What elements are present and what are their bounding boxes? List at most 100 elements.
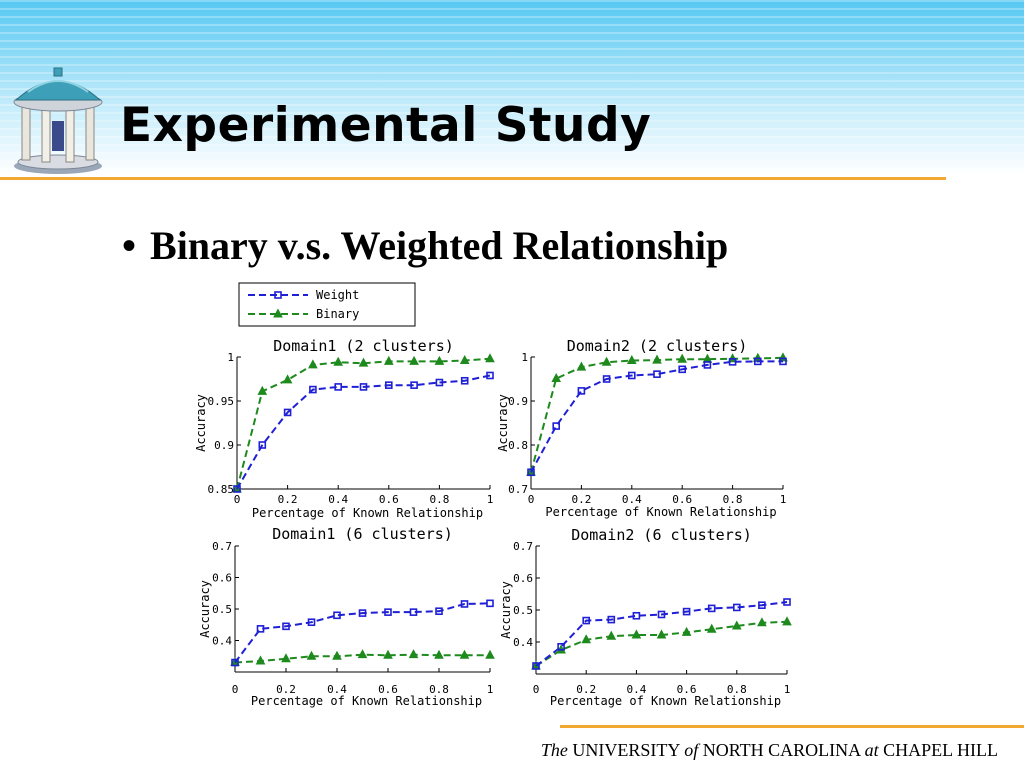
footer-divider: [560, 725, 1024, 728]
data-point-binary: [551, 372, 562, 383]
title-divider: [0, 177, 946, 180]
chart-1: Domain1 (2 clusters) 0 0.2 0.4 0.6 0.8 1 0.85 0.…: [194, 337, 495, 520]
series-weight: [233, 371, 494, 493]
legend: Weight Binary: [238, 282, 416, 327]
y-axis-label: Accuracy: [198, 580, 212, 638]
y-axis-label: Accuracy: [194, 394, 208, 452]
x-tick-label: 0.6: [378, 683, 398, 696]
chart-2: Domain2 (2 clusters) 0 0.2 0.4 0.6 0.8 1 0.7 0.8…: [496, 337, 788, 519]
data-point-binary: [601, 356, 612, 366]
y-tick-label: 0.95: [208, 395, 235, 408]
data-point-binary: [333, 356, 344, 366]
data-point-weight: [557, 642, 565, 651]
header-stripes: [0, 0, 1024, 175]
data-point-binary: [485, 649, 495, 659]
old-well-logo-icon: [13, 67, 103, 174]
series-weight: [527, 357, 787, 477]
y-axis-label: Accuracy: [496, 394, 510, 452]
legend-label-binary: Binary: [316, 307, 359, 321]
y-tick-label: 0.5: [212, 603, 232, 616]
data-point-weight: [409, 608, 418, 616]
data-point-binary: [606, 630, 617, 640]
page-title: Experimental Study: [120, 98, 652, 153]
x-tick-label: 1: [487, 493, 494, 506]
x-axis-label: Percentage of Known Relationship: [545, 505, 776, 519]
x-axis-label: Percentage of Known Relationship: [252, 506, 483, 520]
series-line-binary: [535, 620, 788, 667]
series-line-weight: [236, 374, 491, 490]
series-binary: [230, 649, 495, 667]
data-point-weight: [435, 607, 443, 616]
data-point-weight: [256, 625, 265, 633]
data-point-weight: [527, 468, 535, 477]
x-tick-label: 0.6: [677, 683, 697, 696]
x-tick-label: 0.4: [626, 683, 646, 696]
y-tick-label: 0.6: [513, 572, 533, 585]
x-tick-label: 0: [528, 493, 535, 506]
x-axis-label: Percentage of Known Relationship: [550, 694, 781, 708]
footer-north-carolina: NORTH CAROLINA: [698, 740, 865, 760]
x-axis-label: Percentage of Known Relationship: [251, 694, 482, 708]
legend-marker-weight: [274, 291, 282, 299]
bullet-symbol: •: [122, 223, 137, 268]
x-tick-label: 1: [487, 683, 494, 696]
data-point-binary: [281, 653, 291, 663]
footer-university-name: The UNIVERSITY of NORTH CAROLINA at CHAP…: [541, 740, 998, 761]
data-point-weight: [359, 383, 368, 391]
data-point-weight: [577, 387, 586, 395]
x-tick-label: 0.2: [576, 683, 596, 696]
data-point-weight: [657, 610, 666, 619]
data-point-weight: [552, 422, 561, 430]
data-point-weight: [779, 357, 787, 366]
data-point-weight: [753, 357, 762, 366]
y-tick-label: 0.7: [212, 540, 232, 553]
data-point-weight: [460, 600, 469, 608]
chart-4: Domain2 (6 clusters) 0 0.2 0.4 0.6 0.8 1 0.4 0.5…: [499, 526, 792, 708]
data-point-binary: [257, 385, 268, 395]
data-point-weight: [486, 371, 494, 380]
series-binary: [531, 616, 792, 670]
data-point-binary: [459, 354, 470, 365]
data-point-binary: [681, 626, 692, 636]
series-binary: [232, 353, 495, 493]
data-point-weight: [632, 611, 641, 620]
legend-items: Weight Binary: [248, 288, 359, 321]
data-point-weight: [258, 441, 267, 449]
x-tick-label: 0.8: [429, 493, 449, 506]
data-point-binary: [282, 374, 293, 384]
x-tick-label: 0.6: [379, 493, 399, 506]
data-point-weight: [678, 365, 687, 374]
data-point-binary: [706, 623, 717, 633]
bullet-text: Binary v.s. Weighted Relationship: [150, 223, 729, 268]
data-point-binary: [308, 359, 318, 369]
data-point-weight: [732, 603, 741, 612]
data-point-binary: [459, 649, 470, 659]
y-tick-label: 1: [227, 351, 234, 364]
header-background: [0, 0, 1024, 175]
data-point-weight: [384, 381, 393, 389]
data-point-binary: [727, 353, 738, 363]
y-tick-label: 0.85: [208, 483, 235, 496]
data-point-binary: [677, 353, 688, 363]
series-weight: [532, 598, 791, 670]
y-tick-label: 0.7: [513, 540, 533, 553]
chart-3: Domain1 (6 clusters) 0 0.2 0.4 0.6 0.8 1 0.4 0.5…: [198, 525, 495, 708]
x-tick-label: 0.8: [727, 683, 747, 696]
x-tick-label: 1: [784, 683, 791, 696]
footer-at: at: [864, 740, 879, 760]
data-point-weight: [334, 383, 343, 391]
data-point-weight: [758, 601, 766, 610]
x-tick-label: 0.6: [672, 493, 692, 506]
footer-the: The: [540, 740, 568, 760]
footer-university: UNIVERSITY: [567, 740, 685, 760]
data-point-binary: [652, 354, 662, 364]
y-axis-label: Accuracy: [499, 581, 513, 639]
y-tick-label: 0.4: [212, 635, 232, 648]
x-tick-label: 0: [234, 493, 241, 506]
data-point-binary: [357, 649, 368, 659]
data-point-binary: [631, 629, 642, 639]
series-weight: [231, 599, 494, 667]
x-tick-label: 0.2: [278, 493, 298, 506]
y-tick-label: 0.4: [513, 636, 533, 649]
data-point-binary: [434, 649, 444, 659]
